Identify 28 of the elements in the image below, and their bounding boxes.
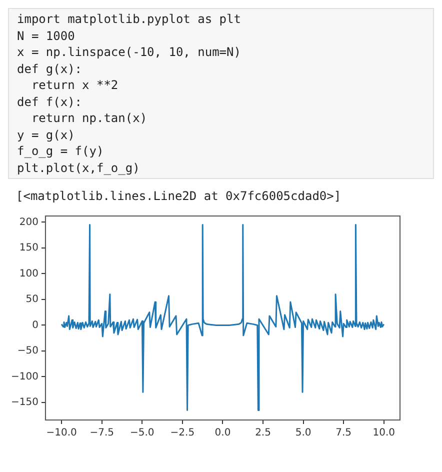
text: [<matplotlib.lines.Line2D at 0x7fc6005cdad0>]	[16, 189, 342, 203]
y-tick-label: 100	[19, 268, 38, 280]
y-tick-label: 150	[19, 242, 38, 254]
y-tick-label: −150	[10, 397, 38, 408]
text: return x **2	[30, 77, 120, 94]
text: import matplotlib.pyplot as plt	[17, 11, 242, 28]
x-tick-label: 5.0	[295, 428, 312, 439]
text: return np.tan(x)	[30, 110, 148, 126]
x-tick-label: −10.0	[46, 428, 77, 439]
y-tick-label: 50	[26, 294, 38, 306]
text: f_o_g = f(y)	[17, 143, 105, 160]
y-tick-label: −50	[17, 346, 38, 357]
text: x = np.linspace(-10, 10, num=N)	[17, 44, 242, 60]
y-tick-label: 200	[19, 216, 38, 228]
text: def g(x):	[17, 60, 84, 77]
text: N = 1000	[17, 28, 76, 44]
text: plt.plot(x,f_o_g)	[17, 160, 141, 176]
y-tick-label: 0	[32, 320, 38, 331]
x-tick-label: −2.5	[170, 428, 195, 439]
x-tick-label: −7.5	[90, 428, 114, 439]
x-tick-label: 7.5	[336, 428, 352, 439]
x-tick-label: 0.0	[214, 428, 231, 439]
y-tick-label: −100	[10, 371, 38, 382]
x-tick-label: 10.0	[372, 428, 396, 439]
text: def f(x):	[17, 94, 84, 110]
x-tick-label: −5.0	[130, 428, 154, 439]
x-tick-label: 2.5	[255, 428, 271, 439]
text: y = g(x)	[17, 126, 76, 143]
